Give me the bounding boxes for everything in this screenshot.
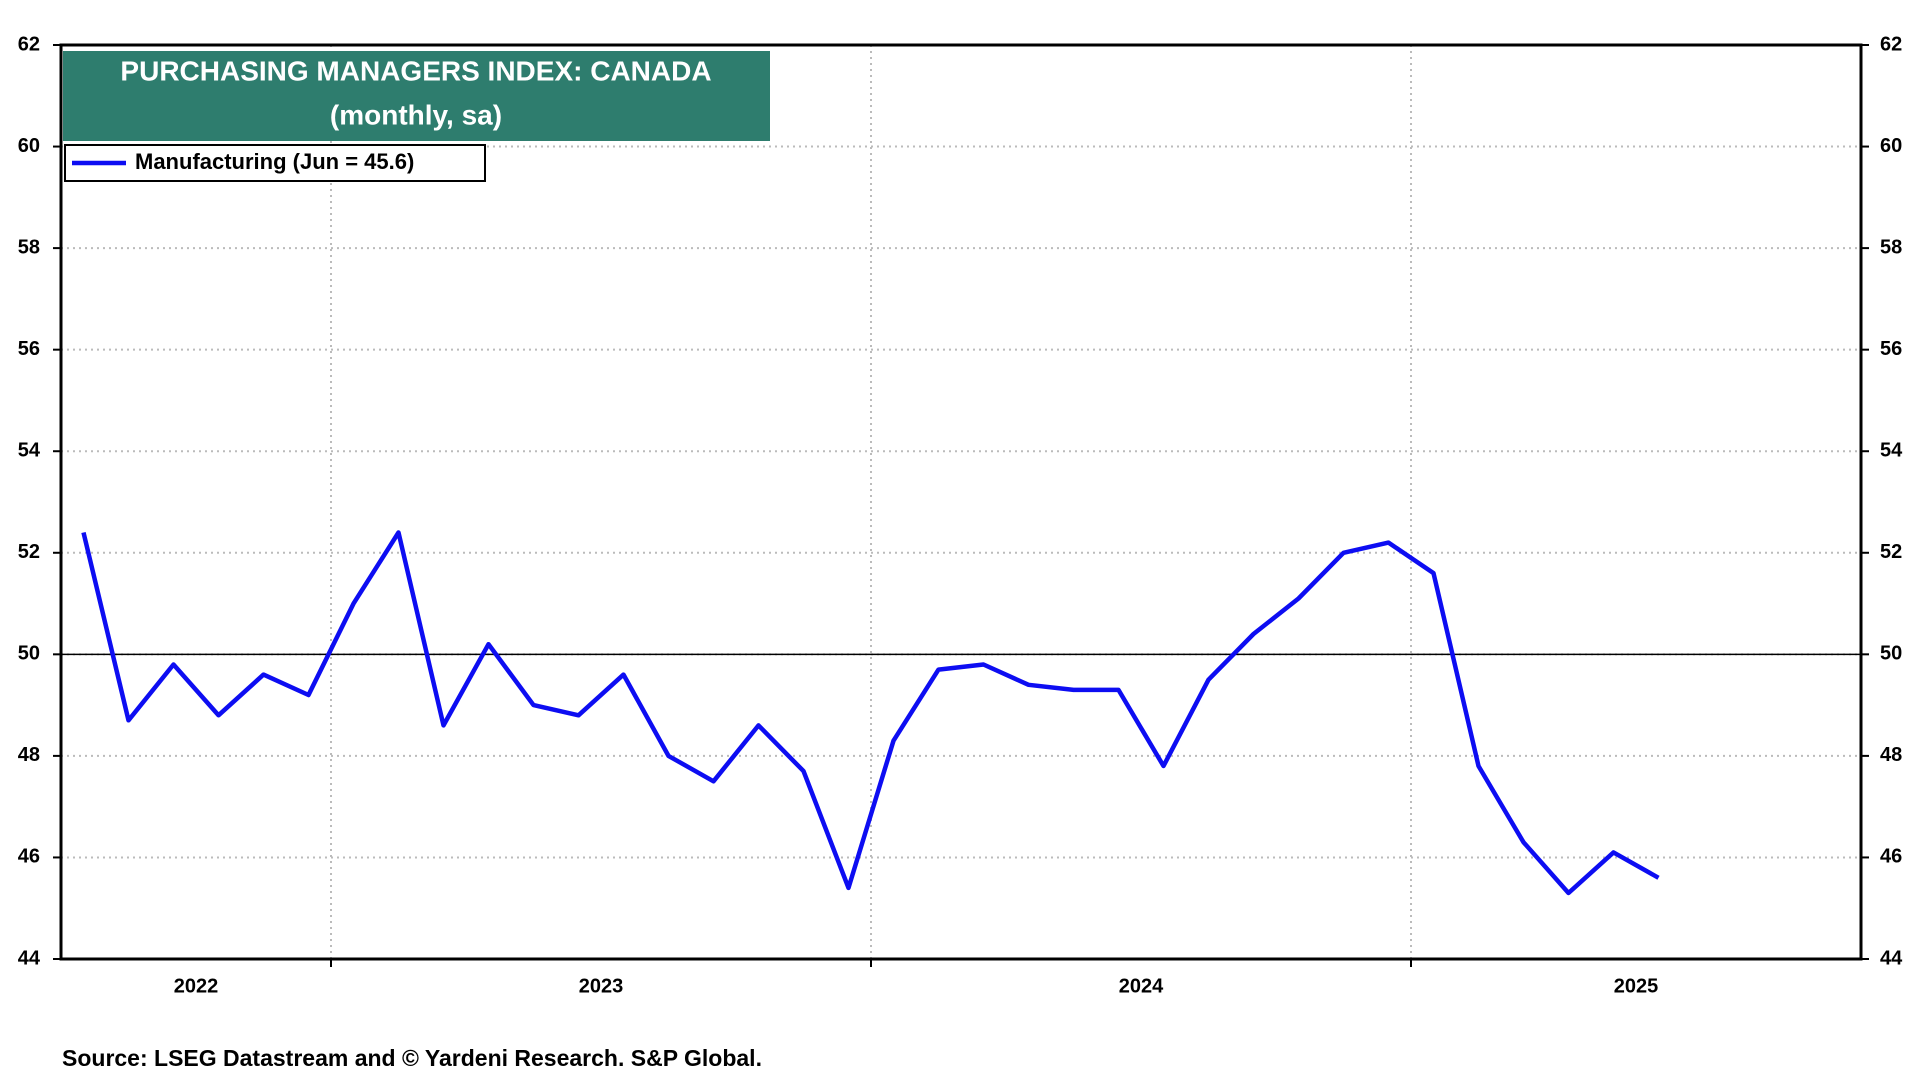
y2-tick-label: 50: [1880, 643, 1902, 665]
plot-frame: [59, 43, 1863, 961]
x-tick-label: 2022: [174, 975, 219, 997]
y-tick-label: 50: [18, 643, 40, 665]
y2-tick-label: 56: [1880, 338, 1902, 360]
chart-title: PURCHASING MANAGERS INDEX: CANADA: [120, 55, 711, 86]
source-note: Source: LSEG Datastream and © Yardeni Re…: [62, 1045, 762, 1071]
y2-tick-label: 44: [1880, 947, 1903, 969]
title-box: [63, 51, 770, 141]
y-tick-label: 46: [18, 846, 40, 868]
y2-tick-label: 52: [1880, 541, 1902, 563]
y-tick-label: 60: [18, 135, 40, 157]
legend: Manufacturing (Jun = 45.6): [64, 144, 486, 182]
y-tick-label: 44: [18, 947, 41, 969]
legend-label: Manufacturing (Jun = 45.6): [135, 149, 414, 174]
x-tick-label: 2023: [579, 975, 624, 997]
y2-tick-label: 62: [1880, 33, 1902, 55]
y-tick-label: 62: [18, 33, 40, 55]
y2-tick-label: 46: [1880, 846, 1902, 868]
y2-tick-label: 48: [1880, 744, 1902, 766]
x-tick-label: 2025: [1614, 975, 1659, 997]
x-tick-label: 2024: [1119, 975, 1164, 997]
chart-subtitle: (monthly, sa): [330, 99, 502, 130]
y2-tick-label: 58: [1880, 236, 1902, 258]
y2-tick-label: 60: [1880, 135, 1902, 157]
series-line: [81, 530, 1660, 896]
y-tick-label: 58: [18, 236, 40, 258]
y-tick-label: 56: [18, 338, 40, 360]
y2-tick-label: 54: [1880, 440, 1903, 462]
plot: [61, 530, 1861, 896]
y-tick-label: 48: [18, 744, 40, 766]
y-tick-label: 54: [18, 440, 41, 462]
grid: [53, 44, 1869, 967]
legend-box: [64, 144, 486, 182]
y-tick-label: 52: [18, 541, 40, 563]
